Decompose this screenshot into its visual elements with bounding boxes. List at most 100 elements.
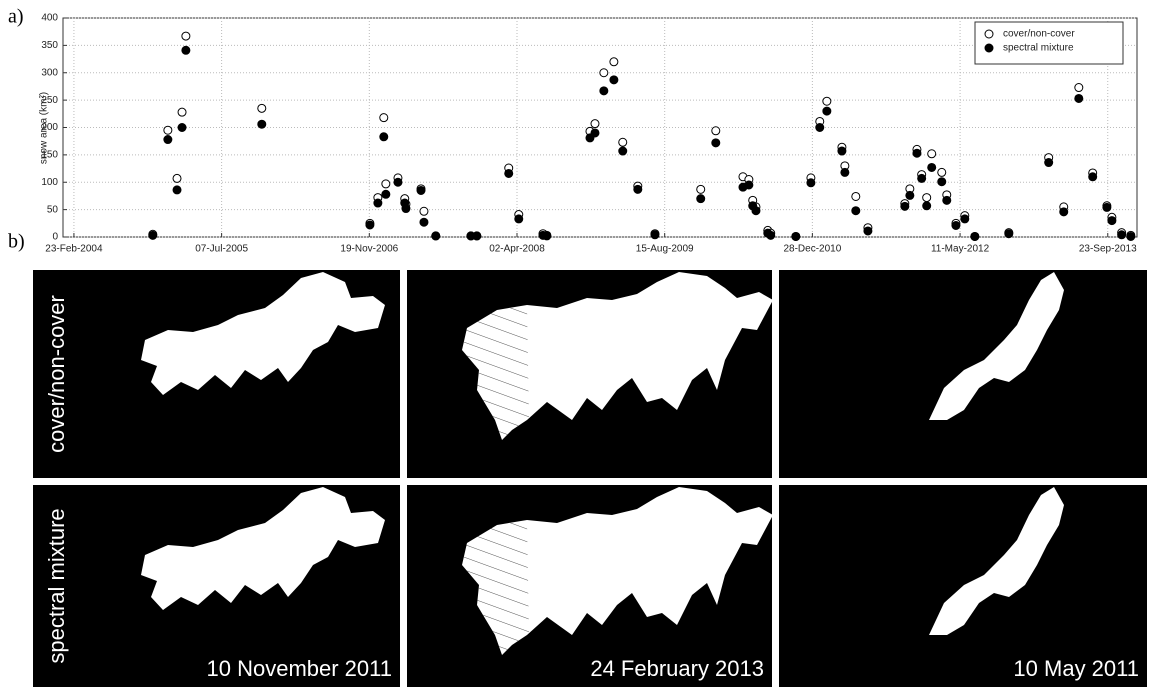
- data-point: [918, 174, 926, 182]
- data-point: [473, 232, 481, 240]
- data-point: [752, 207, 760, 215]
- y-tick-label: 300: [41, 67, 58, 78]
- data-point: [1005, 230, 1013, 238]
- data-point: [591, 129, 599, 137]
- x-tick-label: 07-Jul-2005: [195, 244, 248, 255]
- data-point: [697, 185, 705, 193]
- data-point: [164, 136, 172, 144]
- data-point: [149, 231, 157, 239]
- date-label: 10 November 2011: [207, 656, 393, 681]
- x-tick-label: 02-Apr-2008: [489, 244, 545, 255]
- data-point: [432, 232, 440, 240]
- data-point: [864, 227, 872, 235]
- data-point: [913, 149, 921, 157]
- data-point: [374, 199, 382, 207]
- legend-marker: [985, 30, 993, 38]
- date-label: 24 February 2013: [590, 656, 764, 681]
- figure: a) b) snow area (km²) cover/non-cover sp…: [0, 0, 1150, 689]
- x-tick-label: 23-Feb-2004: [45, 244, 103, 255]
- data-point: [402, 205, 410, 213]
- data-point: [712, 139, 720, 147]
- data-point: [767, 231, 775, 239]
- y-tick-label: 350: [41, 40, 58, 51]
- data-point: [792, 232, 800, 240]
- data-point: [838, 147, 846, 155]
- legend-label: spectral mixture: [1003, 43, 1074, 54]
- data-point: [417, 186, 425, 194]
- x-tick-label: 28-Dec-2010: [783, 244, 841, 255]
- y-tick-label: 250: [41, 95, 58, 106]
- x-tick-label: 11-May-2012: [931, 244, 990, 255]
- data-point: [394, 178, 402, 186]
- data-point: [591, 120, 599, 128]
- data-point: [182, 46, 190, 54]
- image-panels: cover/non-cover spectral mixture 10 Nove…: [33, 270, 1147, 687]
- data-point: [923, 202, 931, 210]
- y-tick-label: 200: [41, 122, 58, 133]
- data-point: [258, 104, 266, 112]
- data-point: [1075, 94, 1083, 102]
- data-point: [1089, 173, 1097, 181]
- data-point: [505, 169, 513, 177]
- data-point: [1108, 217, 1116, 225]
- data-point: [173, 174, 181, 182]
- data-point: [928, 163, 936, 171]
- data-point: [600, 87, 608, 95]
- data-point: [1060, 208, 1068, 216]
- data-point: [420, 207, 428, 215]
- data-point: [1045, 159, 1053, 167]
- legend-marker: [985, 44, 993, 52]
- data-point: [380, 114, 388, 122]
- y-tick-label: 400: [41, 13, 58, 24]
- data-point: [1103, 203, 1111, 211]
- data-point: [901, 202, 909, 210]
- data-point: [380, 133, 388, 141]
- data-point: [971, 232, 979, 240]
- data-point: [619, 138, 627, 146]
- y-tick-label: 100: [41, 177, 58, 188]
- data-point: [1075, 84, 1083, 92]
- panel-label: b): [8, 231, 25, 253]
- legend-label: cover/non-cover: [1003, 29, 1075, 40]
- data-point: [619, 147, 627, 155]
- y-tick-label: 50: [47, 204, 59, 215]
- data-point: [173, 186, 181, 194]
- data-point: [952, 222, 960, 230]
- panel-label: a): [8, 6, 24, 28]
- data-point: [366, 221, 374, 229]
- data-point: [610, 76, 618, 84]
- data-point: [382, 180, 390, 188]
- data-point: [823, 107, 831, 115]
- data-point: [164, 126, 172, 134]
- data-point: [807, 179, 815, 187]
- x-tick-label: 15-Aug-2009: [636, 244, 694, 255]
- data-point: [961, 215, 969, 223]
- y-tick-label: 0: [52, 232, 58, 243]
- row-label: cover/non-cover: [44, 295, 69, 453]
- data-point: [938, 168, 946, 176]
- data-point: [515, 215, 523, 223]
- data-point: [600, 69, 608, 77]
- data-point: [178, 124, 186, 132]
- data-point: [178, 108, 186, 116]
- data-point: [745, 181, 753, 189]
- x-tick-label: 23-Sep-2013: [1079, 244, 1137, 255]
- data-point: [852, 207, 860, 215]
- data-point: [816, 124, 824, 132]
- data-point: [634, 185, 642, 193]
- data-point: [610, 58, 618, 66]
- data-point: [943, 196, 951, 204]
- data-point: [651, 231, 659, 239]
- data-point: [697, 195, 705, 203]
- data-point: [182, 32, 190, 40]
- data-point: [841, 168, 849, 176]
- data-point: [420, 218, 428, 226]
- y-tick-label: 150: [41, 150, 58, 161]
- data-point: [1127, 232, 1135, 240]
- data-point: [258, 120, 266, 128]
- data-point: [712, 127, 720, 135]
- data-point: [906, 191, 914, 199]
- data-point: [928, 150, 936, 158]
- data-point: [1118, 231, 1126, 239]
- row-label: spectral mixture: [44, 508, 69, 663]
